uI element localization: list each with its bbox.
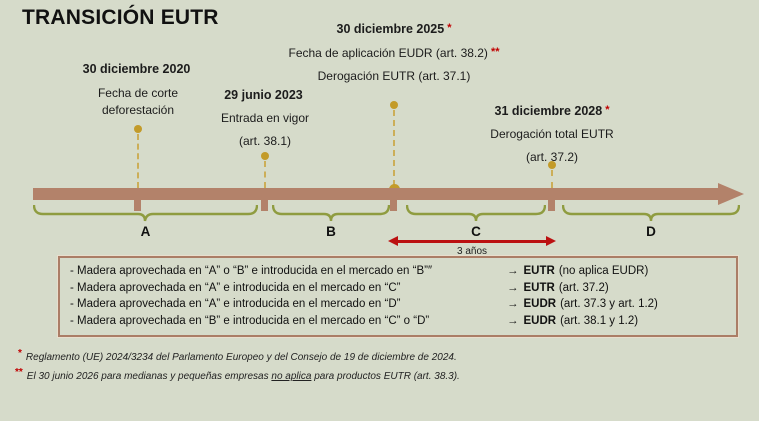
milestone-2028: 31 diciembre 2028 * Derogación total EUTR… [452,104,652,173]
rule-detail: (art. 37.2) [558,281,609,294]
segment-brace-c [406,205,546,222]
footnote-mark: ** [490,46,500,58]
rule-regulation: EUDR [523,298,557,310]
timeline-tick-2025 [390,200,397,211]
milestone-leader-line [393,110,395,186]
segment-brace-b [272,205,390,222]
segment-label-a: A [140,224,151,239]
milestone-leader-line [264,161,266,188]
rule-row: - Madera aprovechada en “A” e introducid… [70,296,736,313]
milestone-leader-line [551,170,553,188]
timeline-tick-2020 [134,200,141,211]
milestone-dot [261,152,269,160]
rule-regulation: EUTR [523,281,555,294]
footnote-marker: * [18,348,22,359]
milestone-2023: 29 junio 2023 Entrada en vigor (art. 38.… [185,88,345,157]
segment-brace-d [562,205,740,222]
right-arrow-icon: → [507,281,519,294]
milestone-date: 31 diciembre 2028 * [452,104,652,118]
right-arrow-icon: → [507,265,519,277]
milestone-desc: (art. 38.1) [238,134,292,148]
duration-arrowhead-right-icon [546,236,556,246]
segment-label-d: D [646,224,656,239]
milestone-date-text: 30 diciembre 2025 [336,22,445,36]
milestone-leader-line [137,134,139,188]
rules-box: - Madera aprovechada en “A” o “B” e intr… [58,256,738,337]
duration-label: 3 años [456,246,488,257]
duration-arrowhead-left-icon [388,236,398,246]
segment-label-c: C [471,224,481,239]
milestone-desc: Entrada en vigor [220,111,310,125]
milestone-dot [390,101,398,109]
segment-brace-a [33,205,258,222]
timeline-bar [33,188,721,200]
milestone-desc: Derogación EUTR (art. 37.1) [317,69,471,83]
milestone-dot [548,161,556,169]
milestone-date: 30 diciembre 2020 [38,62,238,76]
milestone-date-text: 31 diciembre 2028 [494,104,603,118]
milestone-desc-text: Fecha de aplicación EUDR (art. 38.2) [288,46,488,60]
rule-result: → EUDR (art. 37.3 y art. 1.2) [507,296,736,313]
page-title: TRANSICIÓN EUTR [22,6,219,29]
rule-condition: - Madera aprovechada en “A” e introducid… [70,281,401,294]
rule-detail: (art. 38.1 y 1.2) [560,314,639,327]
milestone-date-text: 29 junio 2023 [224,88,303,102]
rule-result: → EUTR (art. 37.2) [507,280,736,297]
timeline-tick-2028 [548,200,555,211]
rule-result: → EUDR (art. 38.1 y 1.2) [507,313,736,330]
rule-condition: - Madera aprovechada en “A” e introducid… [70,298,401,310]
timeline-arrowhead-icon [718,183,744,205]
milestone-desc: Fecha de corte [97,86,179,100]
milestone-date: 30 diciembre 2025 * [244,22,544,36]
milestone-desc: deforestación [101,103,175,117]
footnote-1: * Reglamento (UE) 2024/3234 del Parlament… [18,348,457,363]
rule-detail: (art. 37.3 y art. 1.2) [560,298,658,310]
rule-row: - Madera aprovechada en “B” e introducid… [70,313,736,330]
milestone-2025: 30 diciembre 2025 * Fecha de aplicación E… [244,22,544,92]
rule-row: - Madera aprovechada en “A” o “B” e intr… [70,263,736,280]
duration-arrow [397,240,547,243]
segment-label-b: B [326,224,336,239]
footnote-text-underlined: no aplica [271,371,312,382]
rule-condition: - Madera aprovechada en “A” o “B” e intr… [70,265,433,277]
milestone-2020: 30 diciembre 2020 Fecha de corte defores… [38,62,238,119]
rule-regulation: EUTR [523,265,555,277]
right-arrow-icon: → [507,298,519,310]
rule-regulation: EUDR [523,314,557,327]
footnote-text: para productos EUTR (art. 38.3). [311,371,460,382]
milestone-date: 29 junio 2023 [185,88,345,102]
milestone-desc: Fecha de aplicación EUDR (art. 38.2) ** [244,45,544,61]
rule-row: - Madera aprovechada en “A” e introducid… [70,280,736,297]
footnote-text: El 30 junio 2026 para medianas y pequeña… [26,371,272,382]
milestone-dot [134,125,142,133]
footnote-mark: * [605,104,610,116]
milestone-date-text: 30 diciembre 2020 [82,62,191,76]
rule-result: → EUTR (no aplica EUDR) [507,263,736,280]
milestone-desc: (art. 37.2) [525,150,579,164]
timeline-tick-2023 [261,200,268,211]
right-arrow-icon: → [507,314,519,327]
rule-detail: (no aplica EUDR) [558,265,649,277]
footnote-marker: ** [15,367,23,378]
footnote-text: Reglamento (UE) 2024/3234 del Parlamento… [25,352,457,363]
milestone-desc: Derogación total EUTR [490,127,614,141]
rule-condition: - Madera aprovechada en “B” e introducid… [70,314,430,327]
footnote-mark: * [447,22,452,34]
footnote-2: ** El 30 junio 2026 para medianas y peque… [15,367,460,382]
